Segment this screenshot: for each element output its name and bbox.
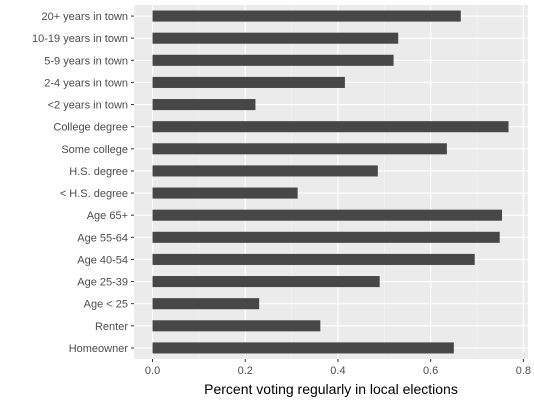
bar: [152, 320, 321, 332]
x-axis-title: Percent voting regularly in local electi…: [204, 381, 458, 397]
y-tick-label: Age 55-64: [77, 232, 128, 244]
bar: [152, 276, 380, 288]
bar: [152, 342, 454, 354]
bar: [152, 298, 260, 310]
y-tick-label: 10-19 years in town: [32, 33, 128, 45]
bar: [152, 209, 503, 221]
y-tick-label: Age 40-54: [77, 254, 128, 266]
y-tick-label: Age 65+: [87, 210, 128, 222]
bar: [152, 10, 461, 22]
bar: [152, 99, 256, 111]
bar: [152, 32, 399, 44]
y-tick-label: Age 25-39: [77, 277, 128, 289]
x-tick-label: 0.0: [145, 365, 160, 377]
y-axis-ticks: 20+ years in town 10-19 years in town 5-9 …: [32, 11, 134, 355]
y-tick-label: Age < 25: [84, 299, 128, 311]
x-tick-label: 0.6: [423, 365, 438, 377]
bar: [152, 253, 475, 265]
y-tick-label: Some college: [61, 144, 128, 156]
y-tick-label: <2 years in town: [48, 100, 128, 112]
y-tick-label: Renter: [95, 321, 128, 333]
bar: [152, 187, 298, 199]
x-tick-label: 0.4: [330, 365, 345, 377]
bar: [152, 165, 378, 177]
x-axis-ticks: 0.0 0.2 0.4 0.6 0.8: [145, 359, 531, 377]
y-tick-label: 5-9 years in town: [44, 55, 128, 67]
y-tick-label: Homeowner: [69, 343, 129, 355]
bar: [152, 76, 345, 88]
x-tick-label: 0.2: [238, 365, 253, 377]
bar: [152, 143, 447, 155]
y-tick-label: College degree: [53, 122, 128, 134]
bar: [152, 54, 394, 66]
bar: [152, 231, 500, 243]
y-tick-label: < H.S. degree: [60, 188, 128, 200]
bars: [152, 10, 509, 354]
y-tick-label: 20+ years in town: [41, 11, 128, 23]
y-tick-label: 2-4 years in town: [44, 77, 128, 89]
y-tick-label: H.S. degree: [69, 166, 128, 178]
x-tick-label: 0.8: [516, 365, 531, 377]
bar: [152, 121, 509, 133]
